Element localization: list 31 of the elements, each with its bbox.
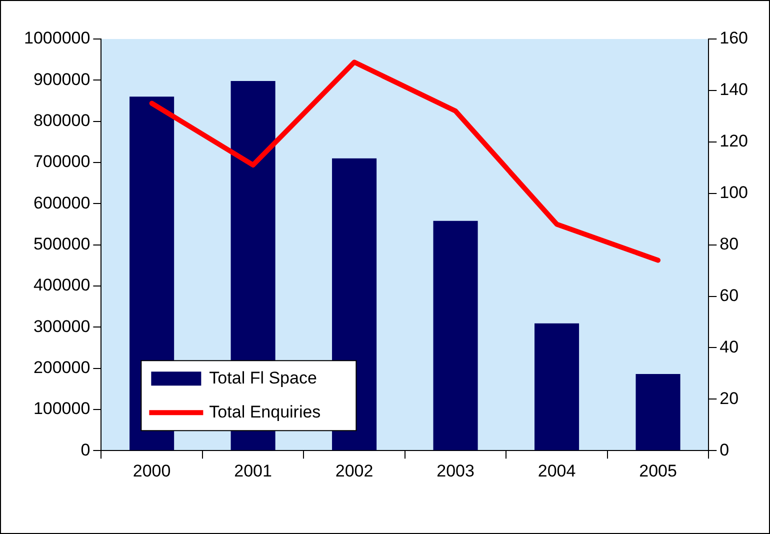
y-tick-label: 800000 xyxy=(33,111,90,130)
y-tick-label: 0 xyxy=(80,440,90,460)
y2-tick-label: 60 xyxy=(720,286,739,305)
y-tick-label: 200000 xyxy=(33,358,90,377)
y-tick-label: 600000 xyxy=(33,193,90,212)
y-tick-label: 100000 xyxy=(33,399,90,418)
bar xyxy=(534,323,580,450)
y-tick-label: 900000 xyxy=(33,70,90,89)
x-tick-label: 2003 xyxy=(436,461,474,480)
bar xyxy=(433,220,478,450)
legend-label: Total Enquiries xyxy=(209,402,321,422)
y2-tick-label: 20 xyxy=(720,388,739,408)
y-tick-label: 300000 xyxy=(33,316,90,336)
x-tick-label: 2004 xyxy=(538,461,576,480)
y-tick-label: 1000000 xyxy=(24,28,90,48)
y2-tick-label: 40 xyxy=(720,337,739,356)
bar xyxy=(636,374,680,450)
y2-tick-label: 100 xyxy=(720,183,748,202)
x-tick-label: 2001 xyxy=(234,461,272,480)
x-tick-label: 2000 xyxy=(132,461,171,480)
y2-tick-label: 80 xyxy=(720,234,739,254)
y2-tick-label: 160 xyxy=(720,28,748,48)
x-tick-label: 2002 xyxy=(335,461,374,480)
y2-tick-label: 140 xyxy=(720,80,748,100)
y2-tick-label: 0 xyxy=(720,440,730,460)
y-tick-label: 400000 xyxy=(33,276,90,295)
x-tick-label: 2005 xyxy=(639,461,677,480)
y-tick-label: 500000 xyxy=(33,234,90,254)
y-tick-label: 700000 xyxy=(33,152,90,172)
legend-label: Total Fl Space xyxy=(209,368,317,388)
y2-tick-label: 120 xyxy=(720,132,748,151)
